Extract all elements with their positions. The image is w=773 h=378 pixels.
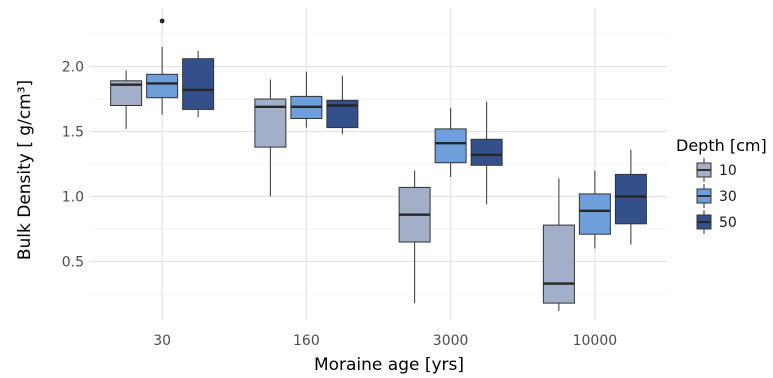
box-plot — [326, 75, 359, 135]
tick-labels: 0.5 1.0 1.5 2.0 30 160 3000 10000 — [62, 60, 617, 350]
grid-lines — [90, 8, 667, 320]
legend-item: 50 — [696, 210, 737, 234]
box-plot — [254, 79, 287, 197]
box-iqr — [542, 224, 575, 304]
box-plot — [182, 50, 215, 118]
box-iqr — [182, 58, 215, 110]
legend-title: Depth [cm] — [676, 136, 767, 155]
outlier-point — [159, 18, 165, 24]
x-tick-label: 30 — [153, 333, 171, 349]
box-iqr — [614, 173, 647, 225]
y-tick-label: 0.5 — [62, 255, 84, 271]
box-plot — [434, 108, 467, 177]
legend-label: 50 — [719, 215, 737, 231]
legend-item: 30 — [696, 184, 737, 208]
y-tick-label: 1.5 — [62, 125, 84, 141]
y-tick-label: 1.0 — [62, 190, 84, 206]
legend-label: 10 — [719, 163, 737, 179]
box-iqr — [434, 128, 467, 164]
box-iqr — [146, 73, 179, 99]
box-iqr — [578, 193, 611, 235]
box-plot — [110, 70, 143, 129]
box-plot — [614, 149, 647, 245]
legend-items: 10 30 50 — [696, 158, 737, 234]
box-series — [110, 18, 647, 311]
x-tick-label: 3000 — [433, 333, 469, 349]
x-axis-title: Moraine age [yrs] — [314, 355, 464, 375]
box-iqr — [470, 138, 503, 166]
legend-label: 30 — [719, 189, 737, 205]
y-axis-title: Bulk Density [ g/cm³] — [15, 80, 35, 260]
legend: Depth [cm] 10 30 50 — [676, 136, 767, 234]
y-tick-label: 2.0 — [62, 60, 84, 76]
legend-item: 10 — [696, 158, 737, 182]
box-plot — [398, 170, 431, 304]
box-plot — [470, 101, 503, 205]
box-plot — [290, 71, 323, 128]
x-tick-label: 160 — [293, 333, 320, 349]
box-plot — [578, 170, 611, 249]
x-tick-label: 10000 — [573, 333, 618, 349]
box-plot — [542, 178, 575, 311]
box-plot — [146, 18, 179, 115]
